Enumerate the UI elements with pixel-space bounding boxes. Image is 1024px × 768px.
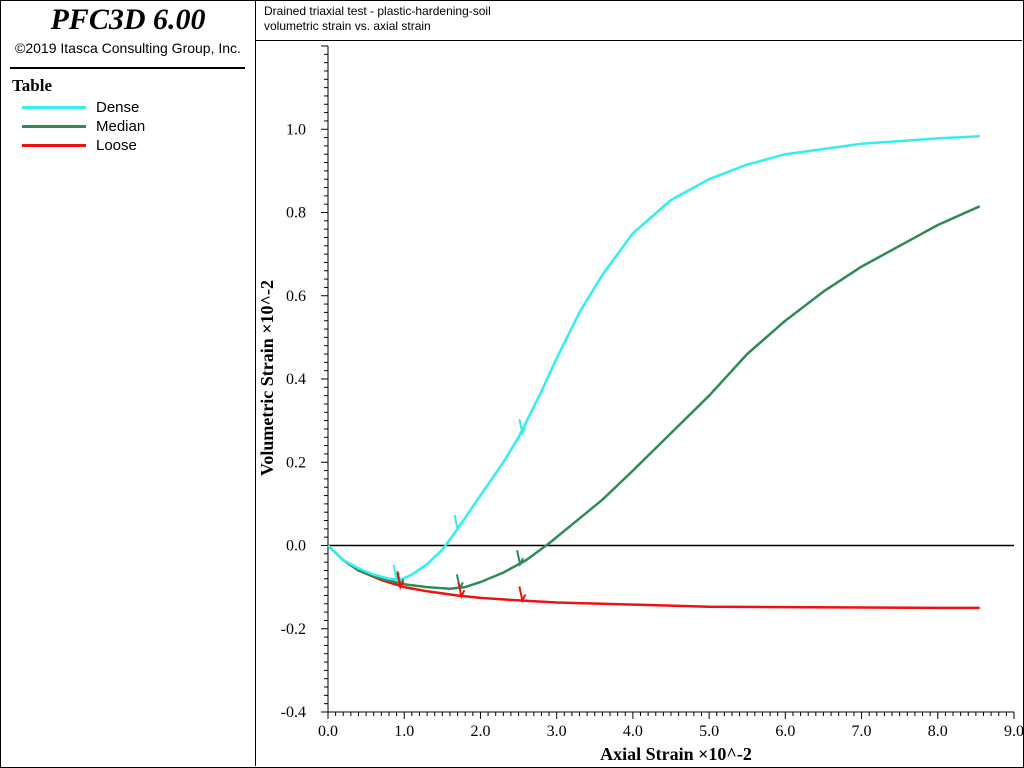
x-tick-label: 3.0: [547, 723, 567, 740]
series-line-dense: [327, 135, 980, 581]
y-axis-label: Volumetric Strain ×10^-2: [257, 280, 277, 476]
x-tick-label: 0.0: [318, 723, 338, 740]
panel-divider: [10, 67, 245, 69]
y-tick-label: 0.8: [286, 205, 306, 222]
marker-median: [516, 550, 524, 568]
y-tick-label: 0.0: [286, 538, 306, 555]
legend-label-median: Median: [96, 118, 146, 135]
chart-header: Drained triaxial test - plastic-hardenin…: [256, 0, 1022, 41]
axes-layer: -0.4 -0.2 0.0 0.2 0.4 0.6 0.8 1.0 0.0 1.0 2.0 3.0 4.…: [281, 45, 1024, 740]
y-tick-label: -0.2: [281, 621, 306, 638]
chart-title: Drained triaxial test - plastic-hardenin…: [264, 4, 491, 18]
legend-panel: PFC3D 6.00 ©2019 Itasca Consulting Group…: [0, 0, 256, 766]
legend-swatch-loose: [22, 144, 86, 147]
x-tick-label: 1.0: [394, 723, 414, 740]
legend-label-dense: Dense: [96, 99, 140, 116]
legend-swatch-median: [22, 125, 86, 128]
chart-subtitle: volumetric strain vs. axial strain: [264, 19, 431, 33]
legend-swatch-dense: [22, 106, 86, 109]
series-line-median: [327, 205, 981, 591]
x-tick-label: 8.0: [928, 723, 948, 740]
x-tick-label: 4.0: [623, 723, 643, 740]
marker-loose: [457, 582, 466, 600]
x-tick-label: 6.0: [775, 723, 795, 740]
y-tick-label: 0.2: [286, 454, 306, 471]
series-line-loose: [327, 544, 980, 610]
marker-loose: [396, 572, 405, 591]
legend-label-loose: Loose: [96, 137, 137, 154]
x-tick-label: 9.0: [1004, 723, 1024, 740]
legend-title: Table: [12, 76, 53, 95]
x-tick-label: 7.0: [852, 723, 872, 740]
y-tick-label: -0.4: [281, 704, 306, 721]
y-tick-label: 0.6: [286, 288, 306, 305]
marker-dense: [453, 514, 462, 532]
marker-loose: [518, 586, 527, 604]
marker-dense: [518, 418, 527, 437]
x-axis-label: Axial Strain ×10^-2: [600, 744, 752, 764]
app-title: PFC3D 6.00: [50, 3, 206, 36]
copyright-text: ©2019 Itasca Consulting Group, Inc.: [15, 40, 241, 56]
series-layer: [327, 135, 981, 610]
x-tick-label: 5.0: [699, 723, 719, 740]
y-tick-label: 0.4: [286, 371, 306, 388]
y-tick-label: 1.0: [286, 121, 306, 138]
x-tick-label: 2.0: [470, 723, 490, 740]
